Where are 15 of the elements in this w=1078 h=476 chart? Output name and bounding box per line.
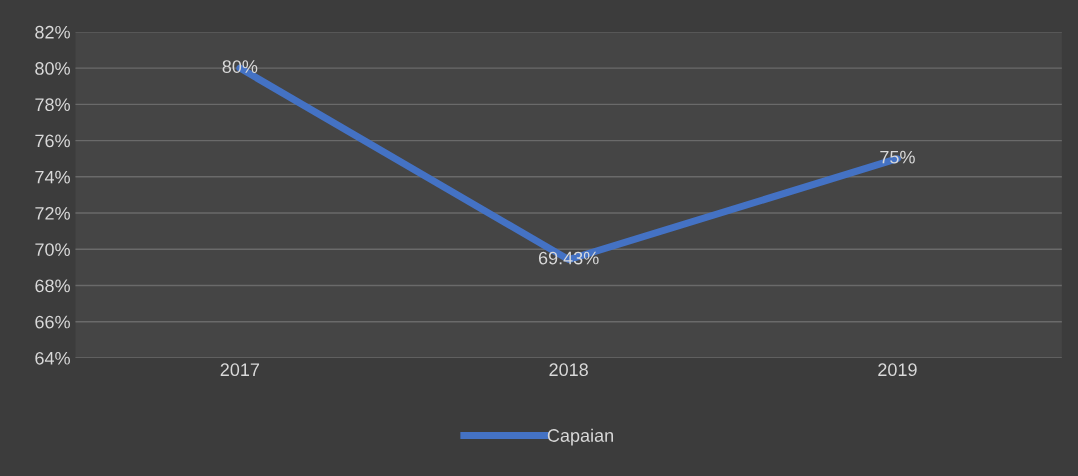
x-tick-label: 2018 [549,363,588,377]
y-tick-label: 68% [35,279,70,293]
y-tick-label: 78% [35,98,70,112]
y-tick-label: 76% [35,134,70,148]
y-tick-label: 64% [35,351,70,365]
y-tick-label: 80% [35,62,70,75]
data-label: 80% [222,60,258,73]
x-tick-label: 2019 [878,363,917,377]
y-tick-label: 72% [35,206,70,220]
y-tick-label: 74% [35,170,70,184]
y-tick-label: 66% [35,315,70,329]
legend-label: Capaian [547,428,613,446]
y-tick-label: 70% [35,243,70,256]
y-tick-label: 82% [35,25,70,39]
x-tick-label: 2017 [220,363,260,377]
